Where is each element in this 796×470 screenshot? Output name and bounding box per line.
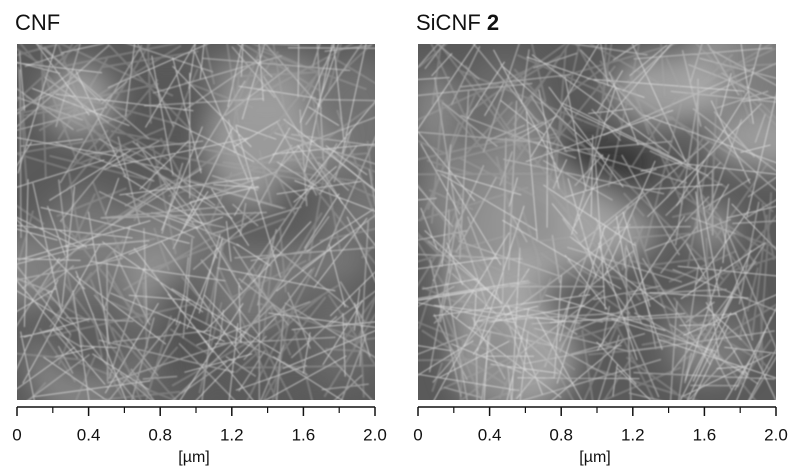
tick-label: 1.6: [693, 425, 717, 444]
tick-label: 0.4: [478, 425, 502, 444]
micrograph: [0, 0, 455, 466]
figure: CNF 0 0.4 0.8 1.2 1.6 2.0 [µm] SiCNF 2 0 0.4 0.8 1.2…: [0, 0, 796, 470]
tick-label: 0.8: [549, 425, 573, 444]
panel: SiCNF 2 0 0.4 0.8 1.2 1.6 2.0 [µm]: [356, 0, 796, 468]
tick-label: 1.2: [220, 425, 244, 444]
micrograph: [356, 0, 796, 468]
tick-label: 0.8: [148, 425, 172, 444]
tick-label: 1.6: [292, 425, 316, 444]
tick-label: 0.4: [77, 425, 101, 444]
tick-label: 0: [12, 425, 21, 444]
tick-label: 2.0: [764, 425, 788, 444]
page: {"panels": [ {"title": "CNF", "axis": {"…: [0, 0, 796, 470]
title-bold: 2: [487, 10, 499, 35]
tick-label: 0: [413, 425, 422, 444]
tick-label: 1.2: [621, 425, 645, 444]
panel-title: CNF: [15, 10, 60, 35]
tick-label: 2.0: [363, 425, 387, 444]
panel-title: SiCNF 2: [416, 10, 499, 35]
title-text: CNF: [15, 10, 60, 35]
title-text: SiCNF: [416, 10, 481, 35]
panel: CNF 0 0.4 0.8 1.2 1.6 2.0 [µm]: [0, 0, 455, 466]
axis-unit: [µm]: [579, 449, 610, 466]
axis-unit: [µm]: [178, 449, 209, 466]
